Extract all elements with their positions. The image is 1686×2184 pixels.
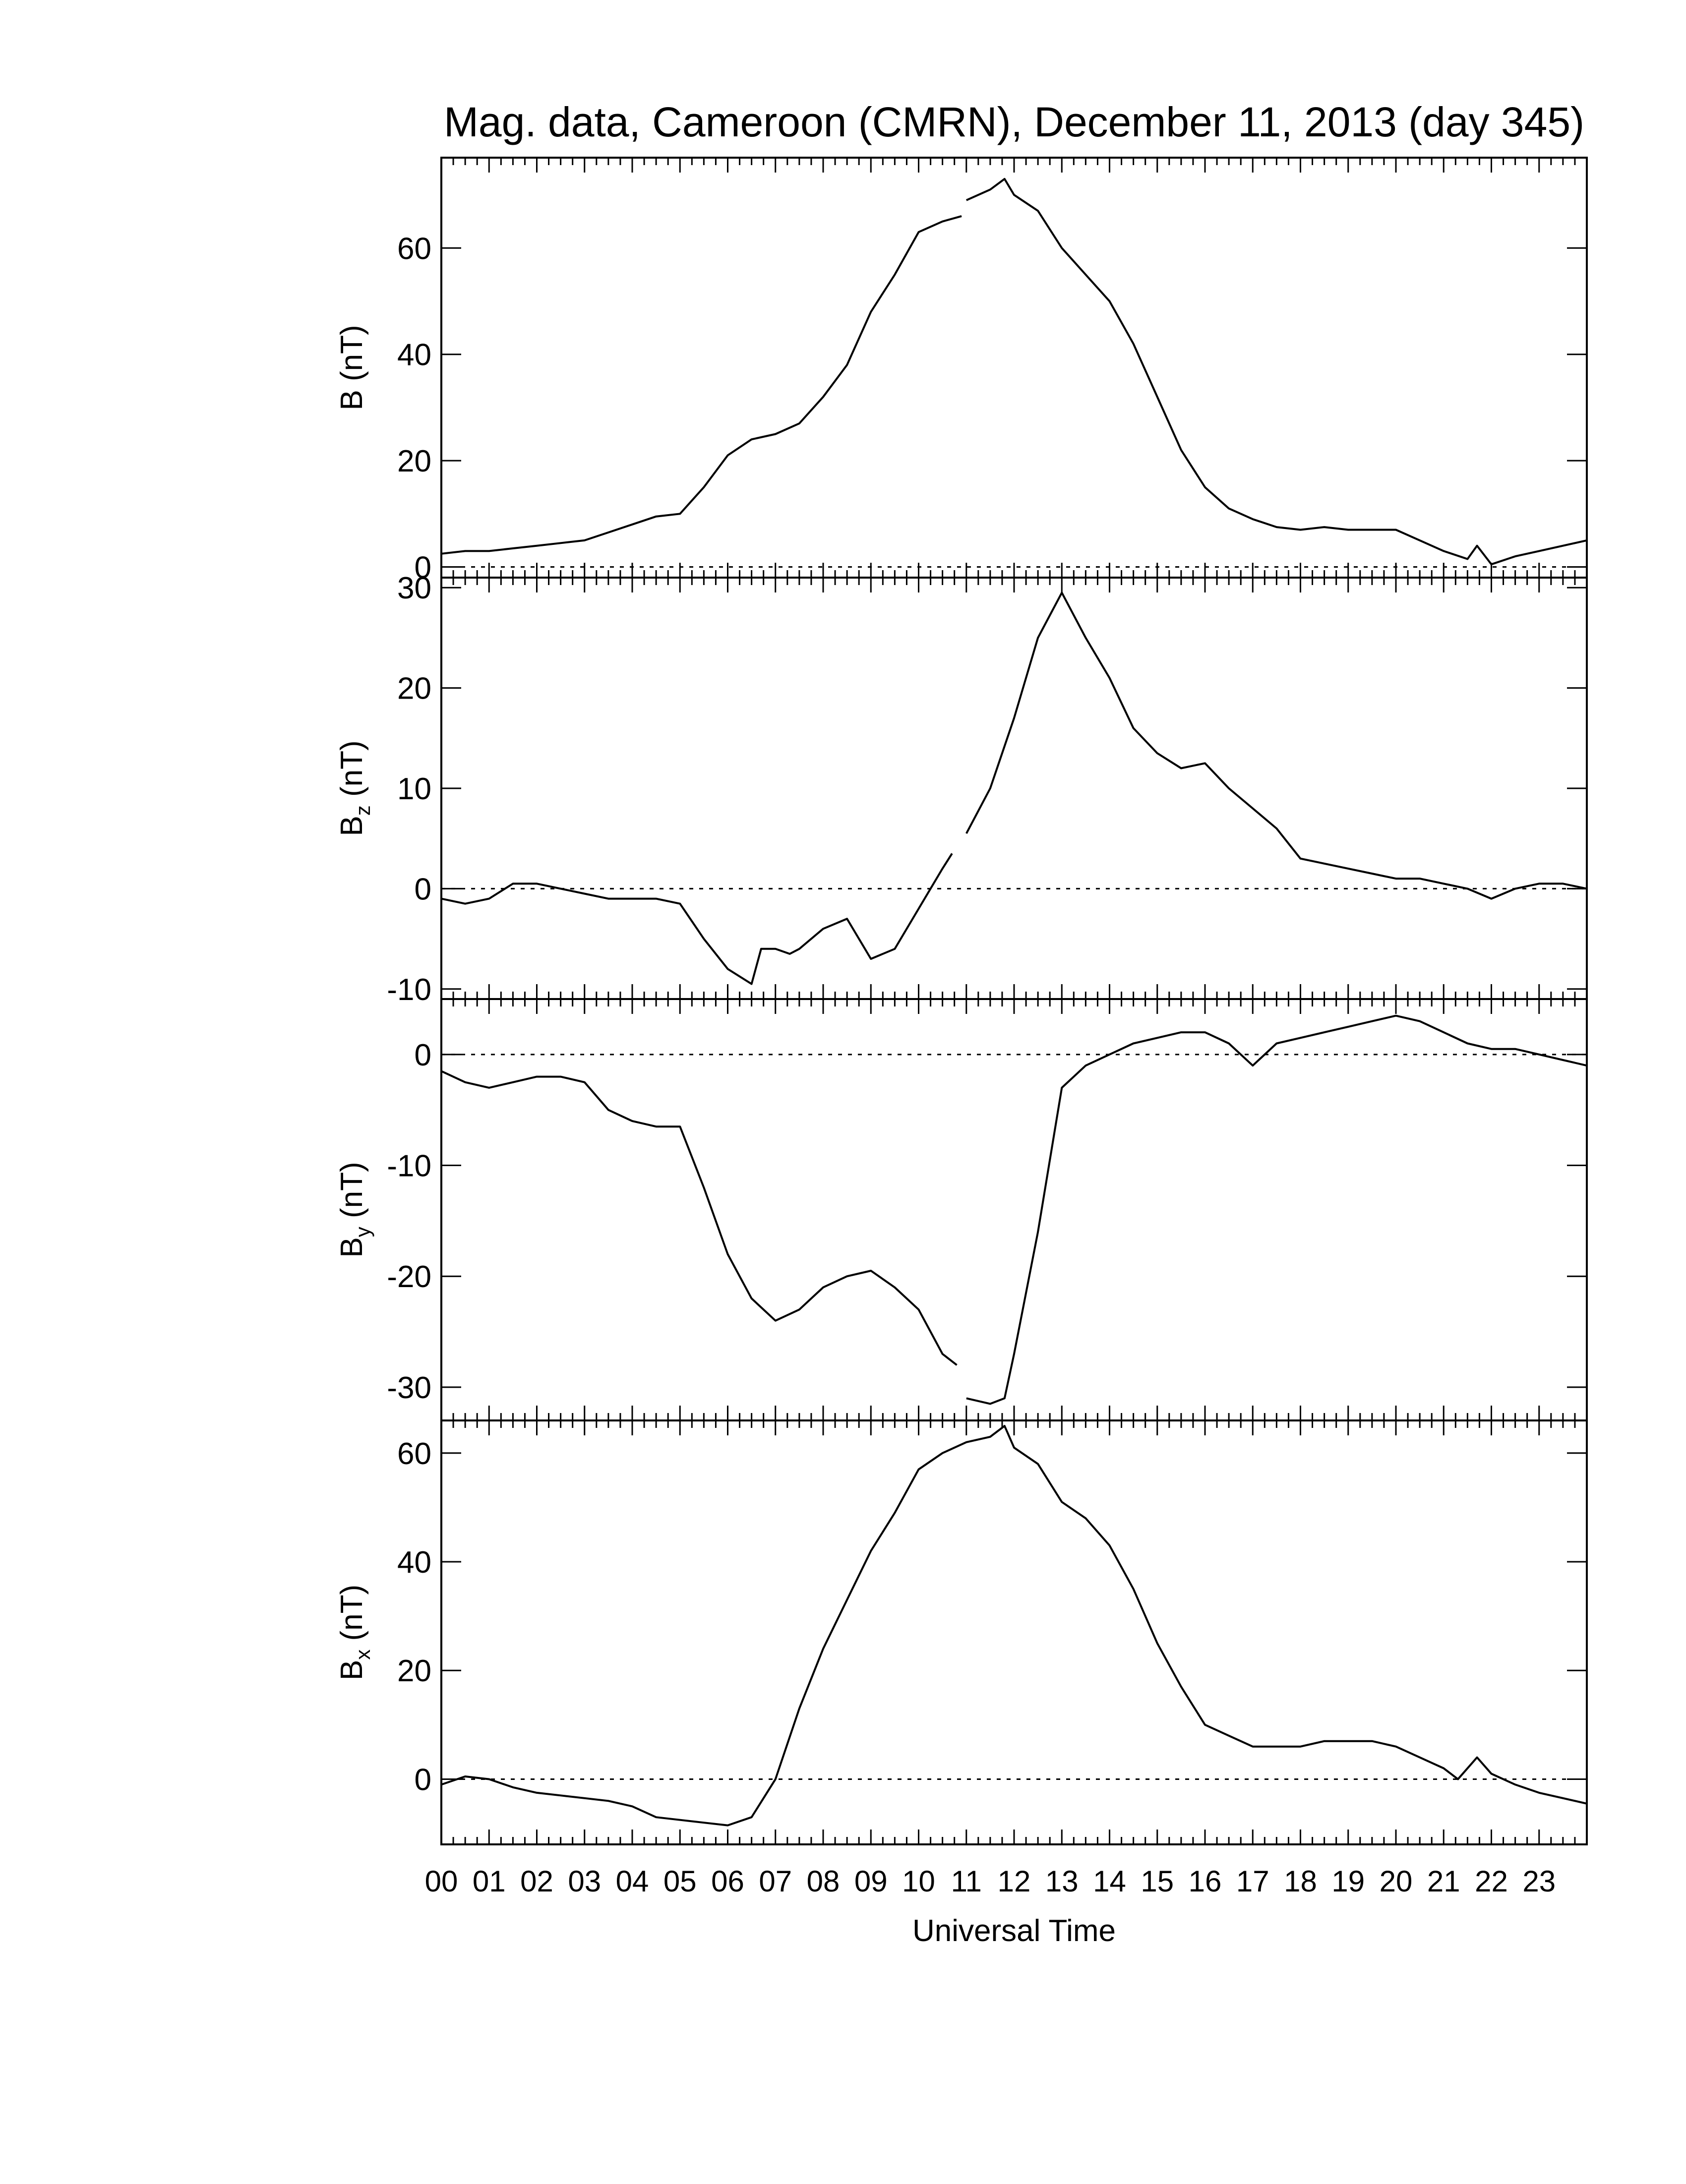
panel-by: -30 -20 -10 0 By (nT)	[335, 998, 1588, 1421]
x-tick-label: 08	[807, 1865, 840, 1898]
x-tick-label: 07	[759, 1865, 792, 1898]
x-tick-label: 19	[1331, 1865, 1365, 1898]
x-tick-label: 09	[854, 1865, 888, 1898]
series-bz-segment-1	[441, 853, 953, 985]
y-tick-label: 20	[397, 672, 431, 706]
x-tick-label: 03	[568, 1865, 601, 1898]
series-b-segment-1	[441, 215, 962, 555]
y-tick-label: 60	[397, 1437, 431, 1471]
y-axis-label-bz: Bz (nT)	[335, 740, 374, 836]
y-tick-label: -10	[387, 1149, 431, 1183]
y-tick-label: 0	[415, 1038, 431, 1072]
y-axis-label-b: B (nT)	[335, 325, 369, 410]
y-tick-label: 60	[397, 232, 431, 266]
series-bz-segment-2	[965, 591, 1587, 900]
y-tick-label: 40	[397, 1545, 431, 1580]
x-tick-label: 04	[616, 1865, 649, 1898]
panel-b: 0 20 40 60 B (nT)	[335, 157, 1588, 585]
y-tick-label: -30	[387, 1371, 431, 1405]
x-tick-label: 10	[902, 1865, 935, 1898]
x-tick-label: 22	[1475, 1865, 1508, 1898]
chart-title: Mag. data, Cameroon (CMRN), December 11,…	[444, 99, 1584, 145]
x-tick-label: 11	[951, 1865, 982, 1898]
x-tick-label: 01	[473, 1865, 506, 1898]
series-b-segment-2	[965, 177, 1587, 566]
x-axis: 00 01 02 03 04 05 06 07 08 09 10 11 12 13 14 15 16 17 18 19…	[425, 1865, 1556, 1898]
y-tick-label: 0	[415, 1763, 431, 1797]
panel-bx-frame	[440, 1419, 1588, 1845]
x-tick-label: 16	[1189, 1865, 1222, 1898]
x-tick-label: 02	[520, 1865, 553, 1898]
y-tick-label: -20	[387, 1260, 431, 1294]
x-axis-label: Universal Time	[912, 1914, 1116, 1948]
series-bx-segment-1	[441, 1425, 1587, 1827]
y-tick-label: 0	[415, 551, 431, 585]
x-tick-label: 13	[1045, 1865, 1079, 1898]
series-by-segment-1	[441, 1070, 958, 1366]
y-tick-label: -10	[387, 973, 431, 1007]
y-tick-label: 20	[397, 444, 431, 478]
y-axis-label-by: By (nT)	[335, 1162, 374, 1257]
x-tick-label: 23	[1522, 1865, 1556, 1898]
y-tick-label: 10	[397, 772, 431, 806]
y-tick-label: 0	[415, 872, 431, 906]
x-tick-label: 18	[1284, 1865, 1317, 1898]
y-tick-label: 30	[397, 571, 431, 605]
panels-layer: 0 20 40 60 B (nT) -10 0 10 20 30 Bz (nT) -30 -20 -10 0…	[335, 157, 1588, 1845]
panel-b-frame	[440, 157, 1588, 579]
panel-bz-frame	[440, 577, 1588, 1000]
x-tick-label: 14	[1093, 1865, 1126, 1898]
y-tick-label: 40	[397, 338, 431, 372]
y-tick-label: 20	[397, 1654, 431, 1688]
x-tick-label: 21	[1427, 1865, 1460, 1898]
x-tick-label: 00	[425, 1865, 458, 1898]
x-tick-label: 05	[663, 1865, 697, 1898]
x-tick-label: 12	[998, 1865, 1031, 1898]
series-by-segment-2	[966, 1014, 1587, 1405]
x-tick-label: 20	[1380, 1865, 1413, 1898]
x-tick-label: 17	[1236, 1865, 1269, 1898]
x-tick-label: 06	[711, 1865, 744, 1898]
y-axis-label-bx: Bx (nT)	[335, 1585, 374, 1680]
x-tick-label: 15	[1141, 1865, 1174, 1898]
panel-bz: -10 0 10 20 30 Bz (nT)	[335, 571, 1588, 1007]
panel-bx: 0 20 40 60 Bx (nT)	[335, 1419, 1588, 1845]
